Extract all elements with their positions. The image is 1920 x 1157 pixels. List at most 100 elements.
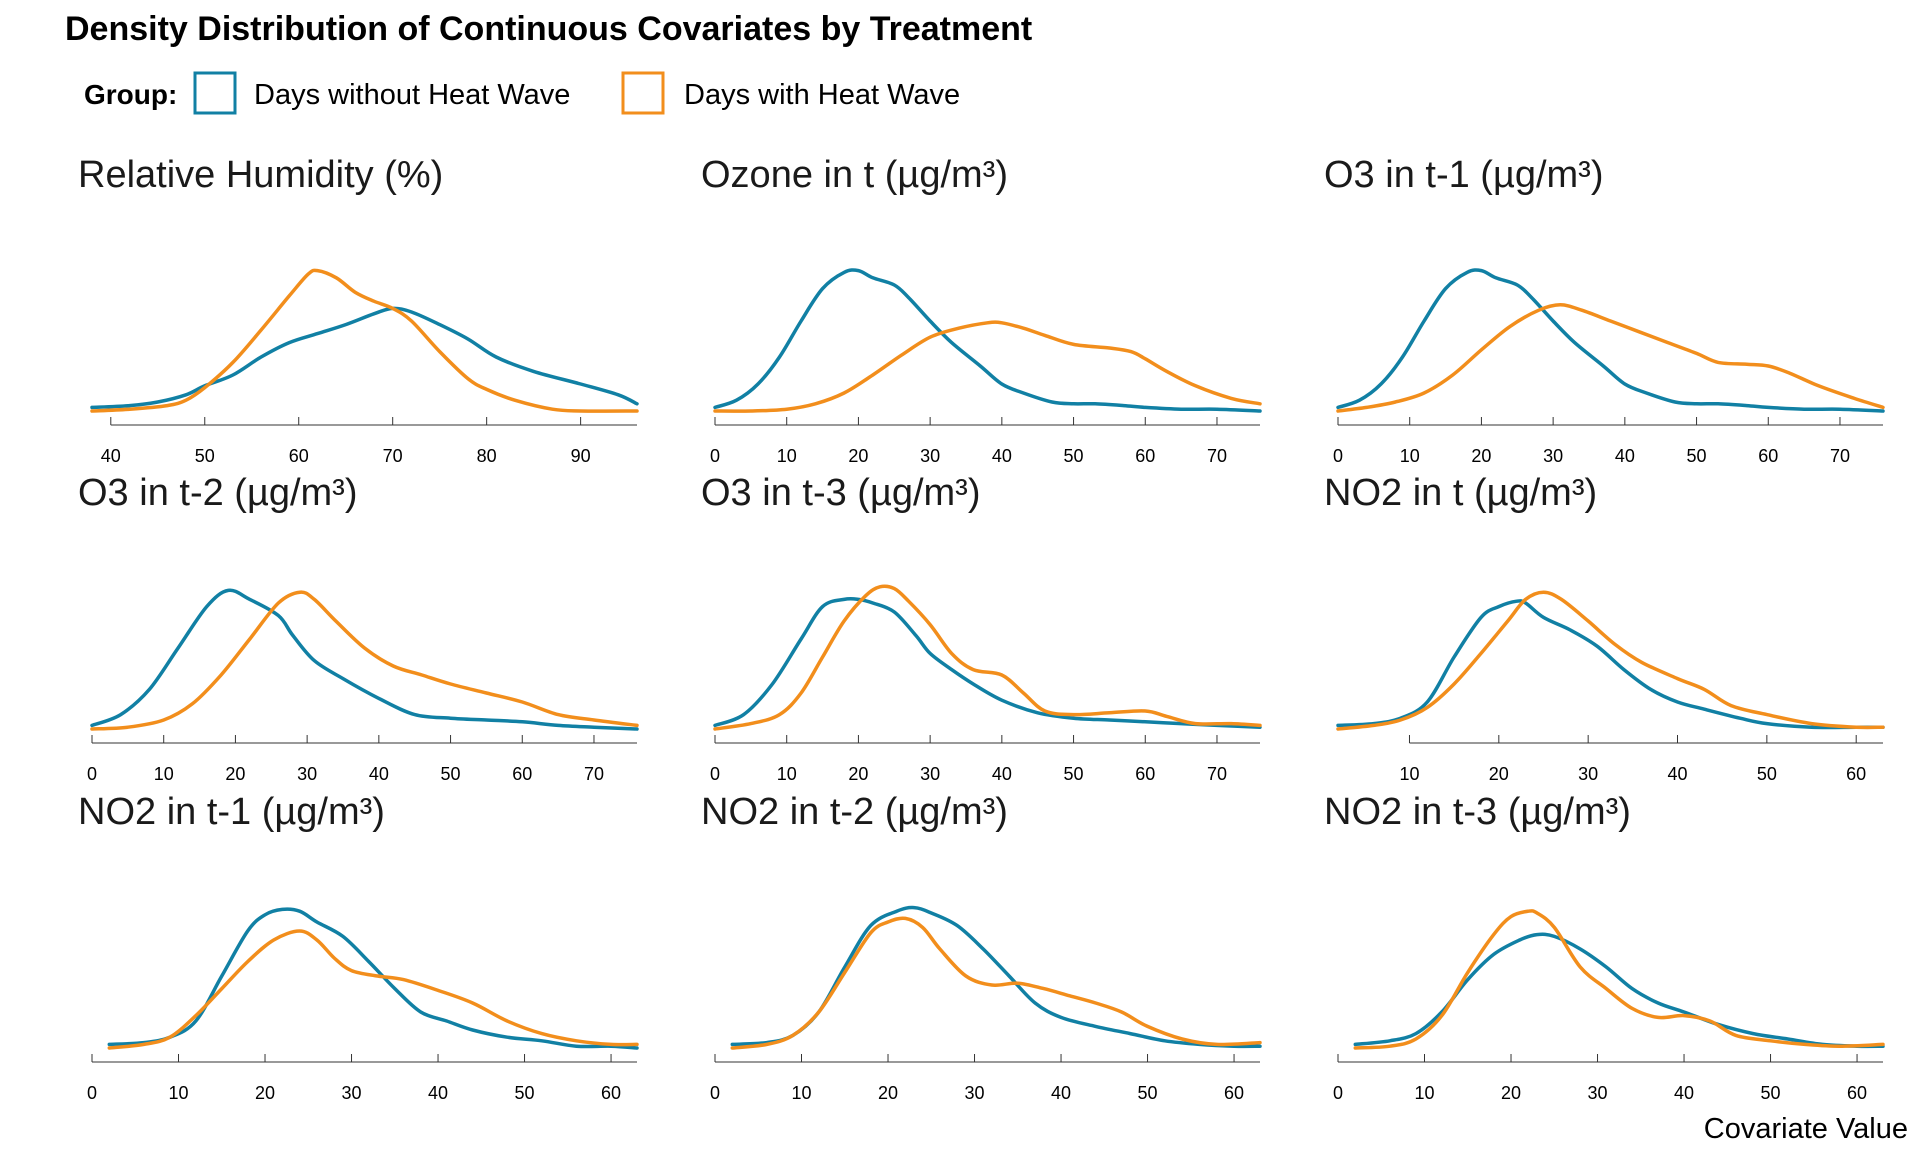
x-tick-label: 30 (965, 1083, 985, 1103)
x-tick-label: 40 (992, 446, 1012, 466)
density-curve-days-with-heat-wave (90, 590, 639, 731)
x-tick-label: 30 (297, 764, 317, 784)
panel-title: NO2 in t-3 (µg/m³) (1324, 791, 1631, 833)
x-tick-label: 10 (154, 764, 174, 784)
panel-title: O3 in t-1 (µg/m³) (1324, 154, 1604, 196)
x-tick-label: 10 (791, 1083, 811, 1103)
x-tick-label: 20 (1501, 1083, 1521, 1103)
panel-no2-in-t-3-g-m: NO2 in t-3 (µg/m³) 0 10 20 30 40 50 60 (1324, 791, 1885, 1103)
legend-swatch-without-heat-wave (193, 71, 237, 115)
density-curve-days-without-heat-wave (713, 268, 1262, 413)
x-tick-label: 40 (1674, 1083, 1694, 1103)
density-curve-days-without-heat-wave (1353, 932, 1885, 1049)
x-axis-label: Covariate Value (1704, 1113, 1908, 1145)
x-tick-label: 50 (195, 446, 215, 466)
x-tick-label: 40 (428, 1083, 448, 1103)
panel-o3-in-t-1-g-m: O3 in t-1 (µg/m³) 0 10 20 30 40 50 60 70 (1324, 154, 1885, 466)
density-curve-days-with-heat-wave (1336, 303, 1885, 413)
x-tick-label: 40 (1667, 764, 1687, 784)
panels: Relative Humidity (%) 40 50 60 70 80 90 Ozone i… (78, 154, 1885, 1103)
x-tick-label: 10 (777, 446, 797, 466)
density-curve-days-without-heat-wave (730, 905, 1262, 1049)
density-curve-days-without-heat-wave (90, 306, 639, 410)
x-tick-label: 70 (584, 764, 604, 784)
x-tick-label: 40 (992, 764, 1012, 784)
x-tick-label: 10 (1400, 446, 1420, 466)
x-tick-label: 60 (1758, 446, 1778, 466)
density-curve-days-without-heat-wave (1336, 268, 1885, 413)
legend-swatch-with-heat-wave (621, 71, 665, 115)
density-curve-days-without-heat-wave (107, 907, 639, 1050)
chart-title: Density Distribution of Continuous Covar… (65, 10, 1032, 48)
x-tick-label: 20 (848, 446, 868, 466)
panel-title: Relative Humidity (%) (78, 154, 443, 196)
x-tick-label: 20 (255, 1083, 275, 1103)
x-tick-label: 60 (1135, 764, 1155, 784)
x-tick-label: 0 (1333, 1083, 1343, 1103)
x-tick-label: 70 (383, 446, 403, 466)
x-tick-label: 60 (1224, 1083, 1244, 1103)
x-tick-label: 20 (225, 764, 245, 784)
density-curve-days-with-heat-wave (713, 584, 1262, 731)
x-tick-label: 70 (1207, 764, 1227, 784)
x-tick-label: 50 (1064, 764, 1084, 784)
panel-relative-humidity: Relative Humidity (%) 40 50 60 70 80 90 (78, 154, 639, 466)
x-tick-label: 30 (342, 1083, 362, 1103)
x-tick-label: 60 (512, 764, 532, 784)
x-tick-label: 0 (710, 1083, 720, 1103)
x-tick-label: 40 (1051, 1083, 1071, 1103)
panel-title: NO2 in t-2 (µg/m³) (701, 791, 1008, 833)
x-tick-label: 70 (1207, 446, 1227, 466)
legend: Group: Days without Heat Wave Days with … (84, 71, 960, 115)
x-tick-label: 0 (1333, 446, 1343, 466)
panel-title: Ozone in t (µg/m³) (701, 154, 1008, 196)
x-tick-label: 0 (710, 764, 720, 784)
x-tick-label: 30 (920, 764, 940, 784)
x-tick-label: 20 (1471, 446, 1491, 466)
x-tick-label: 60 (289, 446, 309, 466)
panel-title: O3 in t-2 (µg/m³) (78, 472, 358, 514)
density-curve-days-with-heat-wave (713, 320, 1262, 413)
x-tick-label: 50 (1761, 1083, 1781, 1103)
legend-label-with-heat-wave: Days with Heat Wave (684, 79, 960, 111)
x-tick-label: 70 (1830, 446, 1850, 466)
x-tick-label: 90 (571, 446, 591, 466)
x-tick-label: 60 (601, 1083, 621, 1103)
x-tick-label: 50 (1138, 1083, 1158, 1103)
x-tick-label: 40 (369, 764, 389, 784)
density-curve-days-with-heat-wave (1336, 590, 1885, 731)
x-tick-label: 0 (87, 1083, 97, 1103)
panel-title: O3 in t-3 (µg/m³) (701, 472, 981, 514)
x-tick-label: 20 (878, 1083, 898, 1103)
panel-title: NO2 in t-1 (µg/m³) (78, 791, 385, 833)
density-curve-days-with-heat-wave (90, 268, 639, 413)
x-tick-label: 50 (1687, 446, 1707, 466)
density-curve-days-with-heat-wave (107, 929, 639, 1050)
x-tick-label: 10 (777, 764, 797, 784)
density-curve-days-with-heat-wave (1353, 909, 1885, 1050)
x-tick-label: 30 (1543, 446, 1563, 466)
panel-o3-in-t-2-g-m: O3 in t-2 (µg/m³) 0 10 20 30 40 50 60 70 (78, 472, 639, 784)
x-tick-label: 50 (515, 1083, 535, 1103)
x-tick-label: 60 (1846, 764, 1866, 784)
x-tick-label: 60 (1847, 1083, 1867, 1103)
x-tick-label: 50 (1064, 446, 1084, 466)
x-tick-label: 30 (1588, 1083, 1608, 1103)
x-tick-label: 30 (1578, 764, 1598, 784)
x-tick-label: 20 (1489, 764, 1509, 784)
x-tick-label: 50 (1757, 764, 1777, 784)
x-tick-label: 30 (920, 446, 940, 466)
x-tick-label: 20 (848, 764, 868, 784)
x-tick-label: 0 (87, 764, 97, 784)
legend-label-without-heat-wave: Days without Heat Wave (254, 79, 570, 111)
x-tick-label: 10 (1399, 764, 1419, 784)
density-curve-days-without-heat-wave (1336, 599, 1885, 730)
panel-title: NO2 in t (µg/m³) (1324, 472, 1597, 514)
x-tick-label: 0 (710, 446, 720, 466)
panel-no2-in-t-g-m: NO2 in t (µg/m³) 10 20 30 40 50 60 (1324, 472, 1885, 784)
x-tick-label: 80 (477, 446, 497, 466)
density-curve-days-without-heat-wave (90, 588, 639, 731)
panel-o3-in-t-3-g-m: O3 in t-3 (µg/m³) 0 10 20 30 40 50 60 70 (701, 472, 1262, 784)
panel-ozone-in-t-g-m: Ozone in t (µg/m³) 0 10 20 30 40 50 60 70 (701, 154, 1262, 466)
x-tick-label: 50 (441, 764, 461, 784)
